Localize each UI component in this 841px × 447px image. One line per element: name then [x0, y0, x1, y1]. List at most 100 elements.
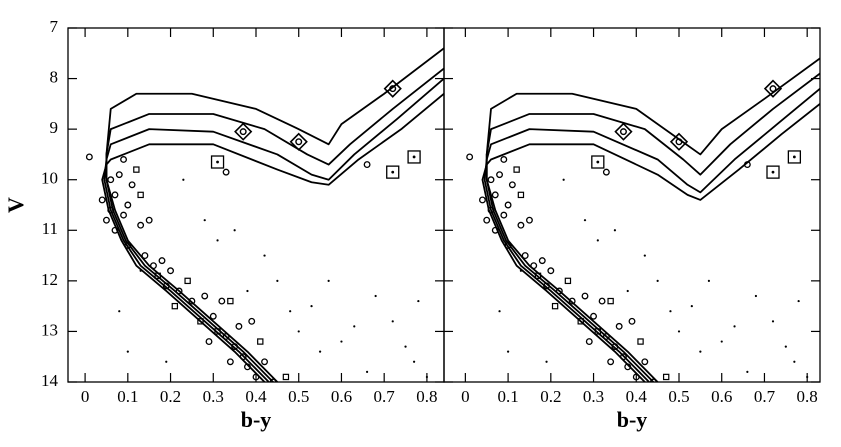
data-point — [583, 219, 587, 222]
data-point — [585, 338, 593, 345]
highlight-point — [386, 165, 400, 179]
data-point — [602, 333, 610, 340]
data-point — [162, 282, 170, 290]
x-tick-label: 0 — [81, 387, 90, 406]
center-dot — [391, 170, 395, 174]
highlight-point — [407, 150, 421, 164]
square — [407, 150, 421, 164]
center-dot — [619, 128, 627, 136]
data-point — [188, 297, 196, 305]
data-point — [184, 277, 191, 285]
data-point — [365, 370, 369, 373]
x-tick-label: 0.4 — [245, 387, 267, 406]
plot-area — [466, 57, 820, 382]
data-point — [124, 201, 132, 209]
data-point — [771, 320, 775, 323]
data-point — [590, 312, 597, 320]
data-point — [139, 269, 142, 272]
data-point — [598, 297, 606, 305]
data-point — [611, 343, 619, 351]
y-tick-label: 10 — [41, 169, 58, 188]
data-point — [547, 267, 555, 275]
data-point — [607, 297, 614, 305]
data-point — [216, 239, 219, 242]
y-tick-label: 8 — [50, 67, 59, 86]
data-point — [203, 219, 206, 222]
x-tick-label: 0.4 — [626, 387, 648, 406]
data-point — [201, 292, 209, 300]
data-point — [491, 191, 499, 199]
center-dot — [389, 85, 397, 93]
data-point — [404, 345, 407, 348]
data-point — [530, 262, 538, 270]
data-point — [231, 343, 239, 351]
data-point — [363, 161, 371, 168]
panel: 0 0.1 0.2 0.3 0.4 0.5 0.6 0.7 0.8 b-y — [443, 27, 821, 432]
data-point — [517, 191, 525, 199]
data-point — [98, 196, 106, 204]
data-point — [551, 302, 559, 310]
data-point — [628, 317, 636, 325]
data-point — [182, 178, 185, 181]
data-point — [596, 239, 599, 242]
data-point — [222, 168, 230, 176]
square — [386, 165, 400, 179]
y-tick-label: 13 — [41, 320, 58, 339]
y-axis-label: V — [3, 197, 28, 213]
x-tick-label: 0.7 — [754, 387, 776, 406]
data-point — [374, 294, 377, 298]
data-point — [118, 310, 121, 313]
data-point — [677, 330, 681, 333]
isochrone — [101, 93, 444, 382]
data-point — [496, 171, 503, 179]
panel: 0 0.1 0.2 0.3 0.4 0.5 0.6 0.7 0.8 7 8 9 10 11 12 13 14 b-… — [3, 17, 445, 432]
highlight-point — [383, 79, 402, 98]
data-point — [521, 252, 529, 260]
data-point — [662, 373, 670, 381]
data-point — [466, 153, 474, 161]
data-point — [263, 254, 266, 257]
data-point — [754, 294, 758, 298]
isochrone — [105, 47, 444, 382]
data-point — [233, 229, 236, 232]
data-point — [500, 211, 508, 219]
diamond — [614, 122, 633, 141]
data-point — [318, 350, 322, 353]
data-point — [197, 318, 204, 325]
data-point — [85, 153, 93, 161]
isochrone — [483, 87, 820, 382]
diamond — [234, 122, 253, 141]
data-point — [340, 340, 343, 343]
center-dot — [295, 138, 303, 146]
y-tick-label: 7 — [50, 17, 59, 36]
y-tick-label: 9 — [50, 118, 59, 137]
x-tick-label: 0 — [461, 387, 470, 406]
data-point — [508, 181, 516, 189]
diamond — [763, 79, 783, 98]
data-point — [120, 156, 127, 163]
data-point — [543, 282, 550, 290]
data-point — [165, 360, 168, 363]
data-point — [246, 289, 249, 293]
isochrone — [485, 57, 820, 382]
data-point — [746, 370, 749, 373]
center-dot — [596, 160, 600, 164]
isochrone — [485, 72, 820, 382]
data-point — [128, 181, 136, 189]
data-point — [649, 378, 657, 382]
data-point — [289, 310, 292, 313]
square — [591, 155, 605, 169]
data-point — [669, 310, 672, 313]
data-point — [577, 318, 584, 325]
data-point — [417, 299, 420, 303]
data-point — [594, 328, 602, 335]
data-point — [154, 272, 161, 280]
data-point — [500, 156, 508, 163]
data-point — [137, 191, 144, 199]
highlight-point — [591, 155, 605, 169]
x-tick-label: 0.1 — [117, 387, 138, 406]
data-point — [613, 229, 617, 232]
highlight-point — [234, 122, 253, 141]
x-tick-label: 0.3 — [203, 387, 224, 406]
